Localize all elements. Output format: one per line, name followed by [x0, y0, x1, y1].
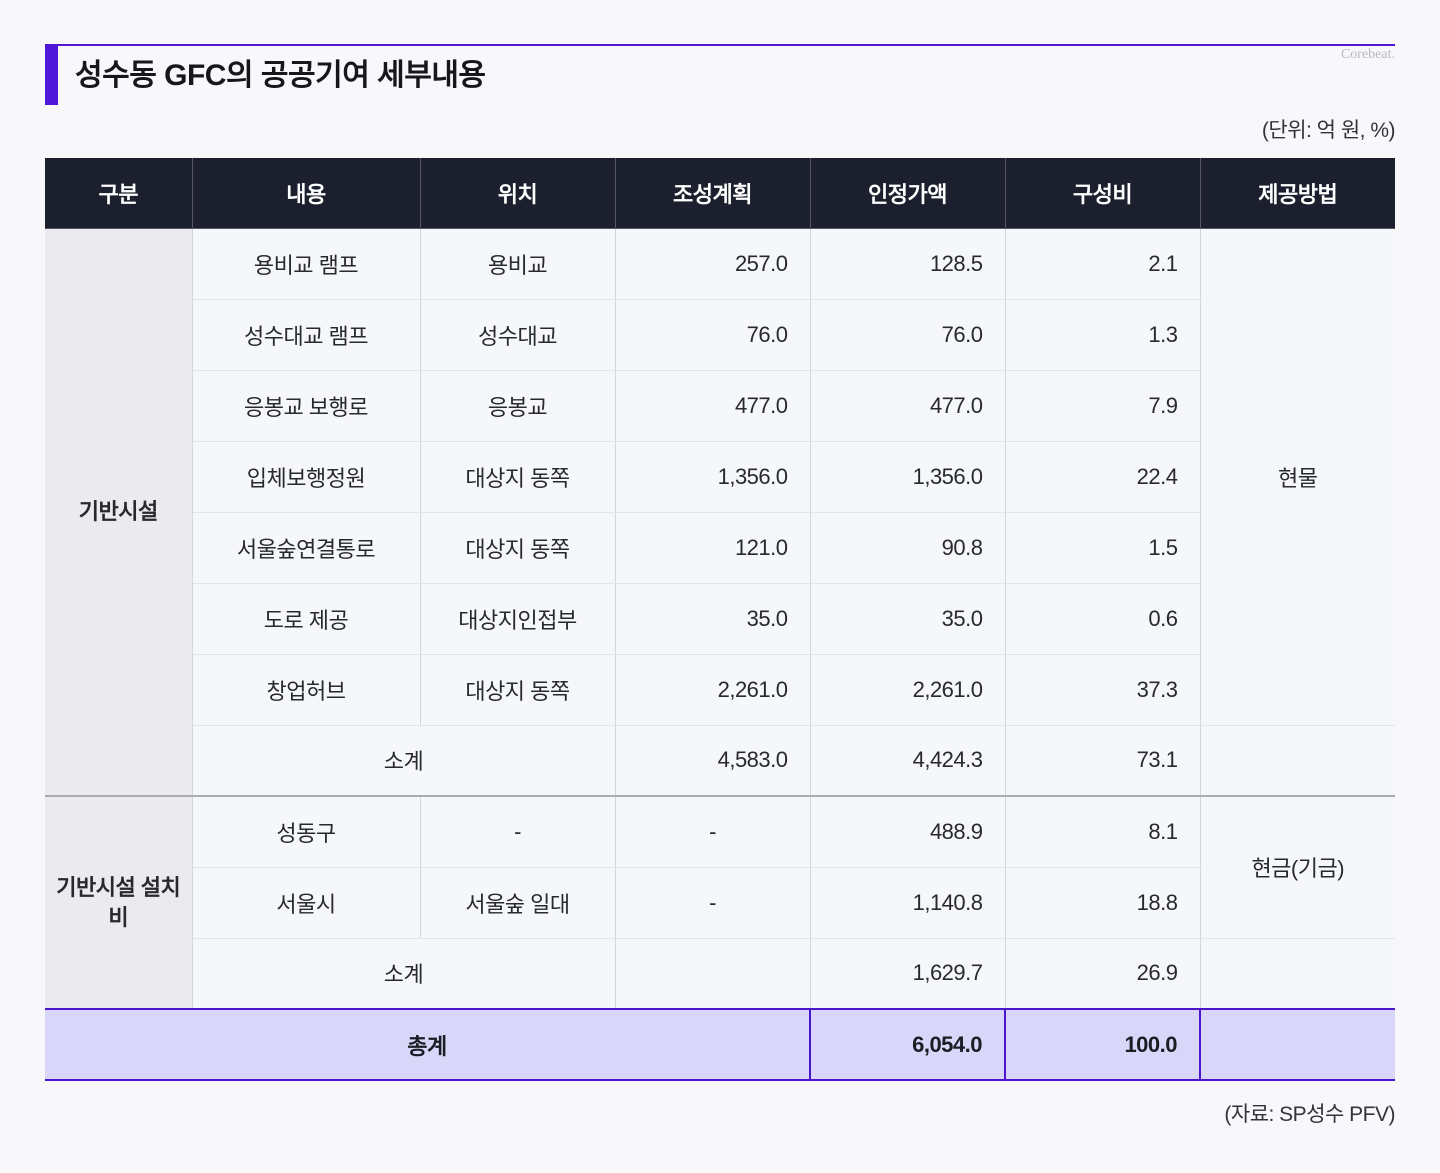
- cell-share: 18.8: [1004, 866, 1201, 939]
- empty-method-cell: [1199, 1008, 1395, 1081]
- cell-item: 도로 제공: [191, 582, 421, 655]
- cell-location: 응봉교: [419, 369, 616, 442]
- cell-share: 37.3: [1004, 653, 1201, 726]
- cell-value: 90.8: [809, 511, 1006, 584]
- total-share: 100.0: [1004, 1008, 1201, 1081]
- subtotal-row-1: 소계 4,583.0 4,424.3 73.1: [45, 724, 1395, 797]
- cell-item: 창업허브: [191, 653, 421, 726]
- total-label: 총계: [45, 1008, 811, 1081]
- cell-location: 서울숲 일대: [419, 866, 616, 939]
- cell-share: 1.5: [1004, 511, 1201, 584]
- subtotal-label: 소계: [191, 724, 616, 797]
- cell-location: 대상지 동쪽: [419, 440, 616, 513]
- cell-plan: -: [614, 795, 811, 868]
- cell-item: 용비교 램프: [191, 227, 421, 300]
- subtotal-value: 4,424.3: [809, 724, 1006, 797]
- cell-value: 76.0: [809, 298, 1006, 371]
- cell-plan: 257.0: [614, 227, 811, 300]
- title-block: 성수동 GFC의 공공기여 세부내용: [45, 44, 1395, 105]
- page-title: 성수동 GFC의 공공기여 세부내용: [75, 59, 486, 92]
- subtotal-share: 26.9: [1004, 937, 1201, 1010]
- cell-location: 성수대교: [419, 298, 616, 371]
- method-cell-cash-fund: 현금(기금): [1199, 795, 1395, 939]
- cell-value: 2,261.0: [809, 653, 1006, 726]
- cell-location: -: [419, 795, 616, 868]
- cell-value: 488.9: [809, 795, 1006, 868]
- col-header-item: 내용: [191, 158, 421, 229]
- col-header-location: 위치: [419, 158, 616, 229]
- cell-item: 성수대교 램프: [191, 298, 421, 371]
- col-header-method: 제공방법: [1199, 158, 1395, 229]
- table-row: 서울시 서울숲 일대 - 1,140.8 18.8: [45, 866, 1395, 939]
- col-header-share: 구성비: [1004, 158, 1201, 229]
- cell-plan: 1,356.0: [614, 440, 811, 513]
- col-header-plan: 조성계획: [614, 158, 811, 229]
- cell-location: 대상지 동쪽: [419, 511, 616, 584]
- cell-value: 477.0: [809, 369, 1006, 442]
- table-row: 도로 제공 대상지인접부 35.0 35.0 0.6: [45, 582, 1395, 655]
- cell-value: 35.0: [809, 582, 1006, 655]
- cell-share: 22.4: [1004, 440, 1201, 513]
- table-row: 입체보행정원 대상지 동쪽 1,356.0 1,356.0 22.4: [45, 440, 1395, 513]
- cell-location: 대상지인접부: [419, 582, 616, 655]
- method-cell-in-kind: 현물: [1199, 227, 1395, 726]
- table-row: 서울숲연결통로 대상지 동쪽 121.0 90.8 1.5: [45, 511, 1395, 584]
- table-row: 기반시설 용비교 램프 용비교 257.0 128.5 2.1 현물: [45, 227, 1395, 797]
- cell-item: 서울숲연결통로: [191, 511, 421, 584]
- col-header-category: 구분: [45, 158, 193, 229]
- cell-plan: -: [614, 866, 811, 939]
- subtotal-plan: 4,583.0: [614, 724, 811, 797]
- public-contribution-table: 구분 내용 위치 조성계획 인정가액 구성비 제공방법 기반시설 용비교 램프 …: [45, 158, 1395, 1081]
- cell-item: 응봉교 보행로: [191, 369, 421, 442]
- cell-value: 128.5: [809, 227, 1006, 300]
- cell-value: 1,356.0: [809, 440, 1006, 513]
- subtotal-label: 소계: [191, 937, 616, 1010]
- table-row: 응봉교 보행로 응봉교 477.0 477.0 7.9: [45, 369, 1395, 442]
- cell-plan: 2,261.0: [614, 653, 811, 726]
- subtotal-value: 1,629.7: [809, 937, 1006, 1010]
- cell-location: 용비교: [419, 227, 616, 300]
- total-value: 6,054.0: [809, 1008, 1006, 1081]
- category-cell-installation-cost: 기반시설 설치비: [45, 795, 193, 1010]
- total-row: 총계 6,054.0 100.0: [45, 1008, 1395, 1081]
- subtotal-share: 73.1: [1004, 724, 1201, 797]
- header-row: 구분 내용 위치 조성계획 인정가액 구성비 제공방법: [45, 158, 1395, 229]
- table-row: 성수대교 램프 성수대교 76.0 76.0 1.3: [45, 298, 1395, 371]
- subtotal-row-2: 소계 1,629.7 26.9: [45, 937, 1395, 1010]
- cell-plan: 76.0: [614, 298, 811, 371]
- cell-share: 1.3: [1004, 298, 1201, 371]
- table-row: 기반시설 설치비 성동구 - - 488.9 8.1 현금(기금): [45, 795, 1395, 1010]
- cell-plan: 477.0: [614, 369, 811, 442]
- table-row: 창업허브 대상지 동쪽 2,261.0 2,261.0 37.3: [45, 653, 1395, 726]
- brand-watermark: Corebeat.: [1340, 47, 1395, 62]
- cell-plan: 121.0: [614, 511, 811, 584]
- col-header-value: 인정가액: [809, 158, 1006, 229]
- title-accent-bar: [45, 46, 58, 105]
- cell-share: 8.1: [1004, 795, 1201, 868]
- cell-plan: 35.0: [614, 582, 811, 655]
- category-cell-infrastructure: 기반시설: [45, 227, 193, 797]
- cell-value: 1,140.8: [809, 866, 1006, 939]
- unit-note: (단위: 억 원, %): [1261, 119, 1396, 142]
- cell-share: 7.9: [1004, 369, 1201, 442]
- empty-method-cell: [1199, 937, 1395, 1010]
- subtotal-plan: [614, 937, 811, 1010]
- cell-share: 0.6: [1004, 582, 1201, 655]
- cell-item: 서울시: [191, 866, 421, 939]
- source-note: (자료: SP성수 PFV): [1224, 1103, 1395, 1126]
- cell-location: 대상지 동쪽: [419, 653, 616, 726]
- empty-method-cell: [1199, 724, 1395, 797]
- cell-item: 입체보행정원: [191, 440, 421, 513]
- cell-share: 2.1: [1004, 227, 1201, 300]
- cell-item: 성동구: [191, 795, 421, 868]
